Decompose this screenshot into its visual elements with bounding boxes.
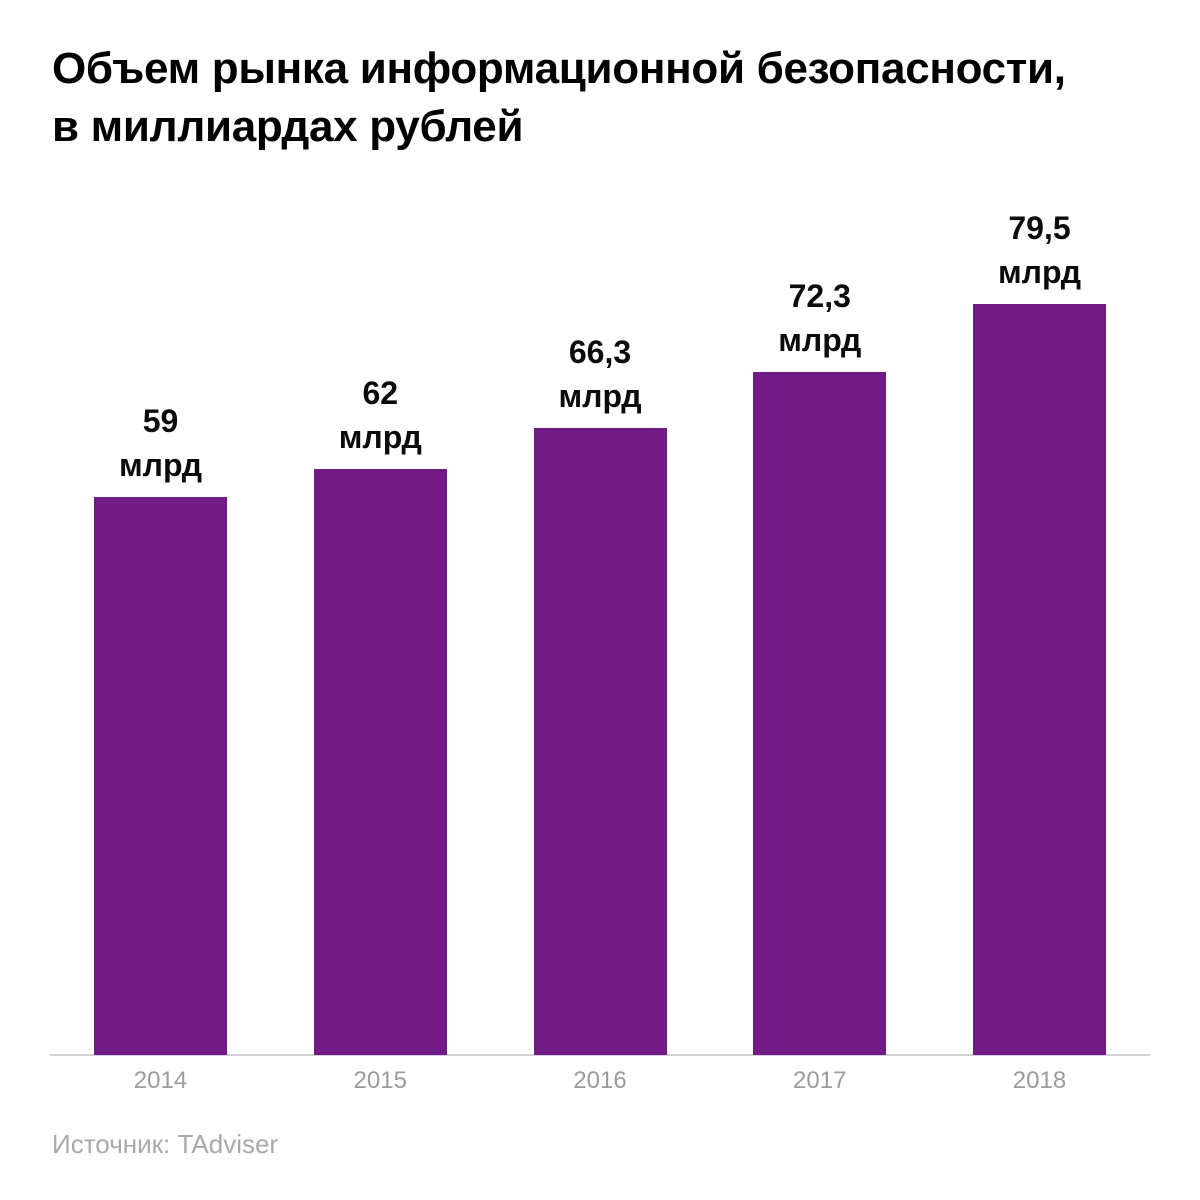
bar-value-label-2017: 72,3 млрд bbox=[778, 278, 862, 358]
x-axis-label-2015: 2015 bbox=[353, 1067, 407, 1094]
chart-title-line-2: в миллиардах рублей bbox=[52, 102, 524, 151]
source-note: Источник: TAdviser bbox=[52, 1129, 279, 1159]
bar-value-label-2015: 62 млрд bbox=[338, 375, 422, 455]
x-axis-line bbox=[50, 1054, 1150, 1056]
bar-2014 bbox=[94, 497, 227, 1055]
bar-2018 bbox=[973, 304, 1106, 1055]
bar-value-label-2014: 59 млрд bbox=[118, 403, 203, 483]
x-axis-label-2014: 2014 bbox=[133, 1067, 188, 1094]
x-axis-label-2016: 2016 bbox=[573, 1067, 627, 1094]
bar-value-label-2016: 66,3 млрд bbox=[558, 334, 642, 414]
bar-value-label-2018: 79,5 млрд bbox=[997, 210, 1082, 290]
x-axis-label-2018: 2018 bbox=[1012, 1067, 1067, 1094]
chart-title-line-1: Объем рынка информационной безопасности, bbox=[52, 44, 1066, 93]
chart-title: Объем рынка информационной безопасности,… bbox=[52, 40, 1066, 156]
bar-2017 bbox=[753, 372, 887, 1055]
x-axis-label-2017: 2017 bbox=[793, 1067, 847, 1094]
bar-2015 bbox=[313, 469, 447, 1055]
bar-2016 bbox=[533, 428, 667, 1055]
